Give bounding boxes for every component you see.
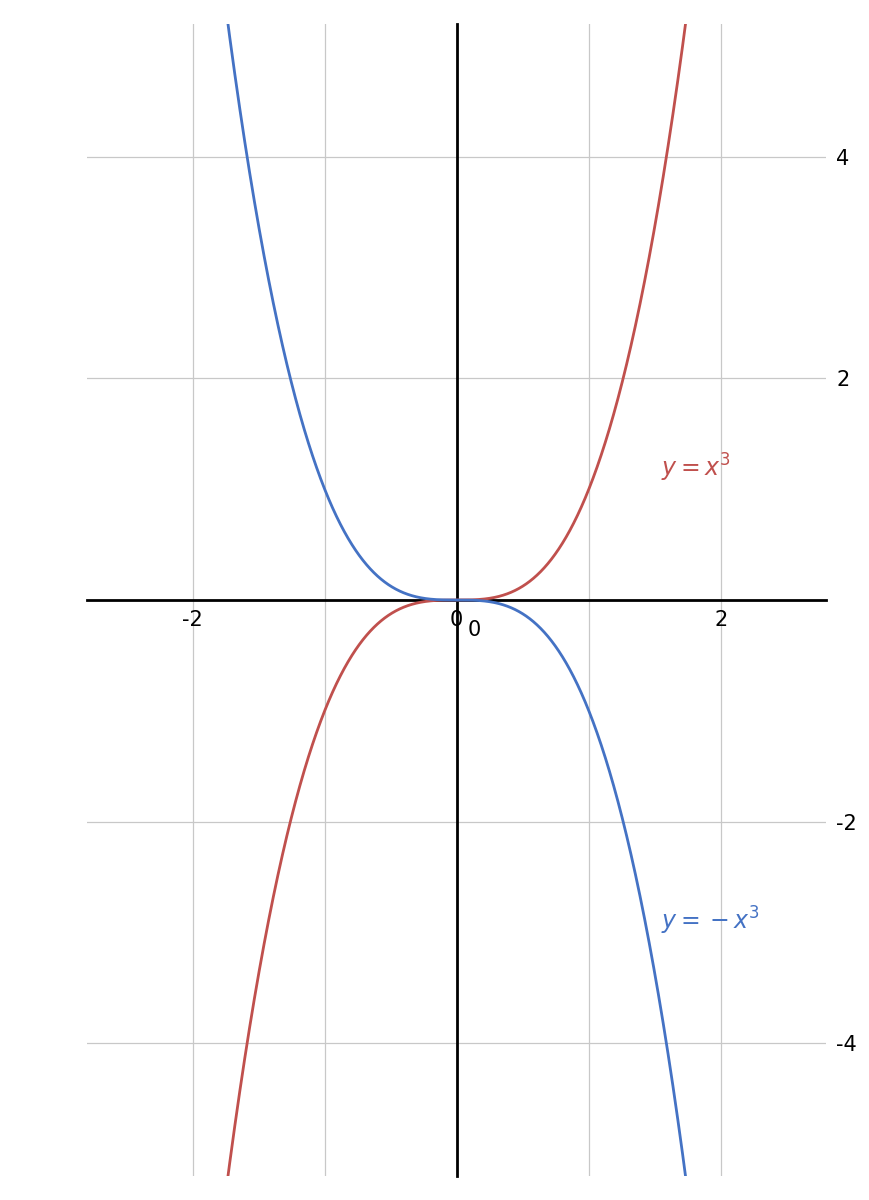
Text: $y = x^3$: $y = x^3$ [660, 451, 731, 484]
Text: 0: 0 [467, 620, 480, 640]
Text: $y = -x^3$: $y = -x^3$ [660, 905, 760, 937]
